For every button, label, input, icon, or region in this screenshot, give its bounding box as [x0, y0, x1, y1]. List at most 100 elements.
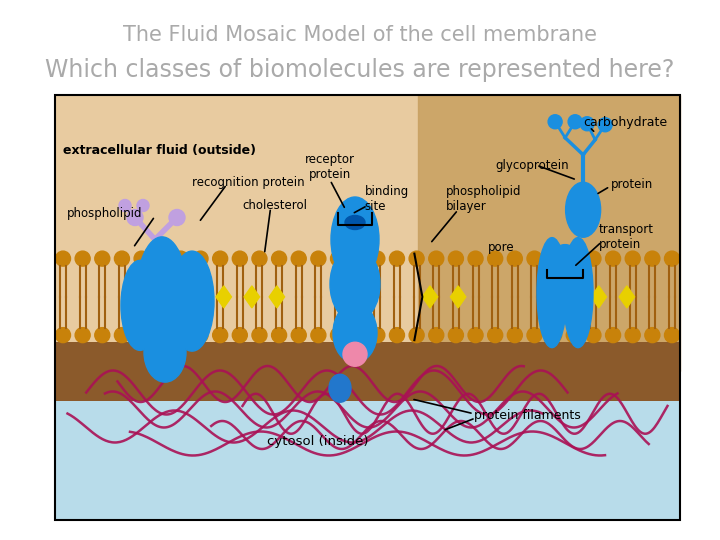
FancyBboxPatch shape [55, 341, 680, 401]
Circle shape [212, 328, 228, 342]
Circle shape [508, 328, 522, 342]
Ellipse shape [563, 238, 593, 348]
Circle shape [114, 328, 130, 342]
Circle shape [330, 328, 346, 342]
Circle shape [580, 117, 594, 131]
Circle shape [193, 251, 208, 266]
Ellipse shape [136, 237, 188, 357]
Ellipse shape [331, 197, 379, 282]
Circle shape [390, 251, 405, 266]
Circle shape [546, 328, 562, 342]
Text: The Fluid Mosaic Model of the cell membrane: The Fluid Mosaic Model of the cell membr… [123, 25, 597, 45]
Circle shape [468, 328, 483, 342]
Circle shape [625, 251, 640, 266]
Text: pore: pore [487, 241, 514, 254]
Circle shape [606, 328, 621, 342]
Circle shape [137, 199, 149, 212]
Circle shape [271, 328, 287, 342]
Circle shape [75, 328, 90, 342]
Circle shape [566, 328, 581, 342]
Text: binding
site: binding site [364, 185, 409, 213]
Polygon shape [560, 286, 575, 308]
Ellipse shape [121, 260, 159, 350]
Circle shape [311, 251, 326, 266]
Circle shape [193, 328, 208, 342]
Circle shape [127, 210, 143, 226]
Circle shape [449, 328, 464, 342]
Circle shape [154, 251, 168, 266]
Text: glycoprotein: glycoprotein [495, 159, 570, 172]
Circle shape [428, 328, 444, 342]
Ellipse shape [566, 183, 600, 237]
Ellipse shape [329, 374, 351, 402]
Circle shape [370, 251, 384, 266]
Text: phospholipid: phospholipid [67, 207, 143, 220]
Text: Which classes of biomolecules are represented here?: Which classes of biomolecules are repres… [45, 58, 675, 82]
Polygon shape [451, 286, 466, 308]
Circle shape [169, 210, 185, 226]
Polygon shape [591, 286, 606, 308]
Text: recognition protein: recognition protein [192, 176, 305, 188]
Ellipse shape [547, 245, 582, 289]
Circle shape [95, 328, 109, 342]
Circle shape [343, 342, 367, 366]
Circle shape [586, 328, 601, 342]
Ellipse shape [333, 303, 377, 363]
Text: transport
protein: transport protein [599, 224, 654, 252]
Text: protein filaments: protein filaments [474, 409, 580, 422]
Ellipse shape [537, 238, 567, 348]
Circle shape [292, 251, 306, 266]
Circle shape [370, 328, 384, 342]
Circle shape [527, 328, 542, 342]
Ellipse shape [330, 247, 380, 322]
Circle shape [645, 328, 660, 342]
Circle shape [252, 251, 267, 266]
Circle shape [330, 251, 346, 266]
Circle shape [95, 251, 109, 266]
Circle shape [114, 251, 130, 266]
Circle shape [606, 251, 621, 266]
Polygon shape [423, 286, 438, 308]
Circle shape [119, 199, 131, 212]
Circle shape [645, 251, 660, 266]
Circle shape [350, 328, 365, 342]
Circle shape [147, 253, 163, 269]
Text: cholesterol: cholesterol [243, 199, 307, 212]
Circle shape [409, 328, 424, 342]
Circle shape [548, 115, 562, 129]
Circle shape [233, 251, 247, 266]
Circle shape [409, 251, 424, 266]
FancyBboxPatch shape [55, 350, 680, 520]
Ellipse shape [170, 251, 214, 351]
Circle shape [566, 251, 581, 266]
Circle shape [134, 251, 149, 266]
Ellipse shape [345, 215, 365, 230]
Circle shape [487, 328, 503, 342]
Circle shape [428, 251, 444, 266]
Circle shape [487, 251, 503, 266]
Text: cytosol (inside): cytosol (inside) [266, 435, 368, 448]
Circle shape [311, 328, 326, 342]
Circle shape [55, 328, 71, 342]
Circle shape [625, 328, 640, 342]
Polygon shape [269, 286, 284, 308]
Circle shape [598, 118, 612, 132]
Circle shape [55, 251, 71, 266]
Text: protein: protein [611, 178, 654, 191]
Circle shape [449, 251, 464, 266]
Circle shape [174, 328, 189, 342]
Circle shape [665, 328, 680, 342]
Polygon shape [216, 286, 231, 308]
Circle shape [212, 251, 228, 266]
Text: carbohydrate: carbohydrate [583, 116, 667, 129]
Circle shape [350, 251, 365, 266]
Circle shape [233, 328, 247, 342]
Circle shape [665, 251, 680, 266]
Circle shape [292, 328, 306, 342]
Circle shape [252, 328, 267, 342]
Circle shape [468, 251, 483, 266]
Circle shape [390, 328, 405, 342]
Circle shape [508, 251, 522, 266]
Circle shape [586, 251, 601, 266]
Circle shape [134, 328, 149, 342]
